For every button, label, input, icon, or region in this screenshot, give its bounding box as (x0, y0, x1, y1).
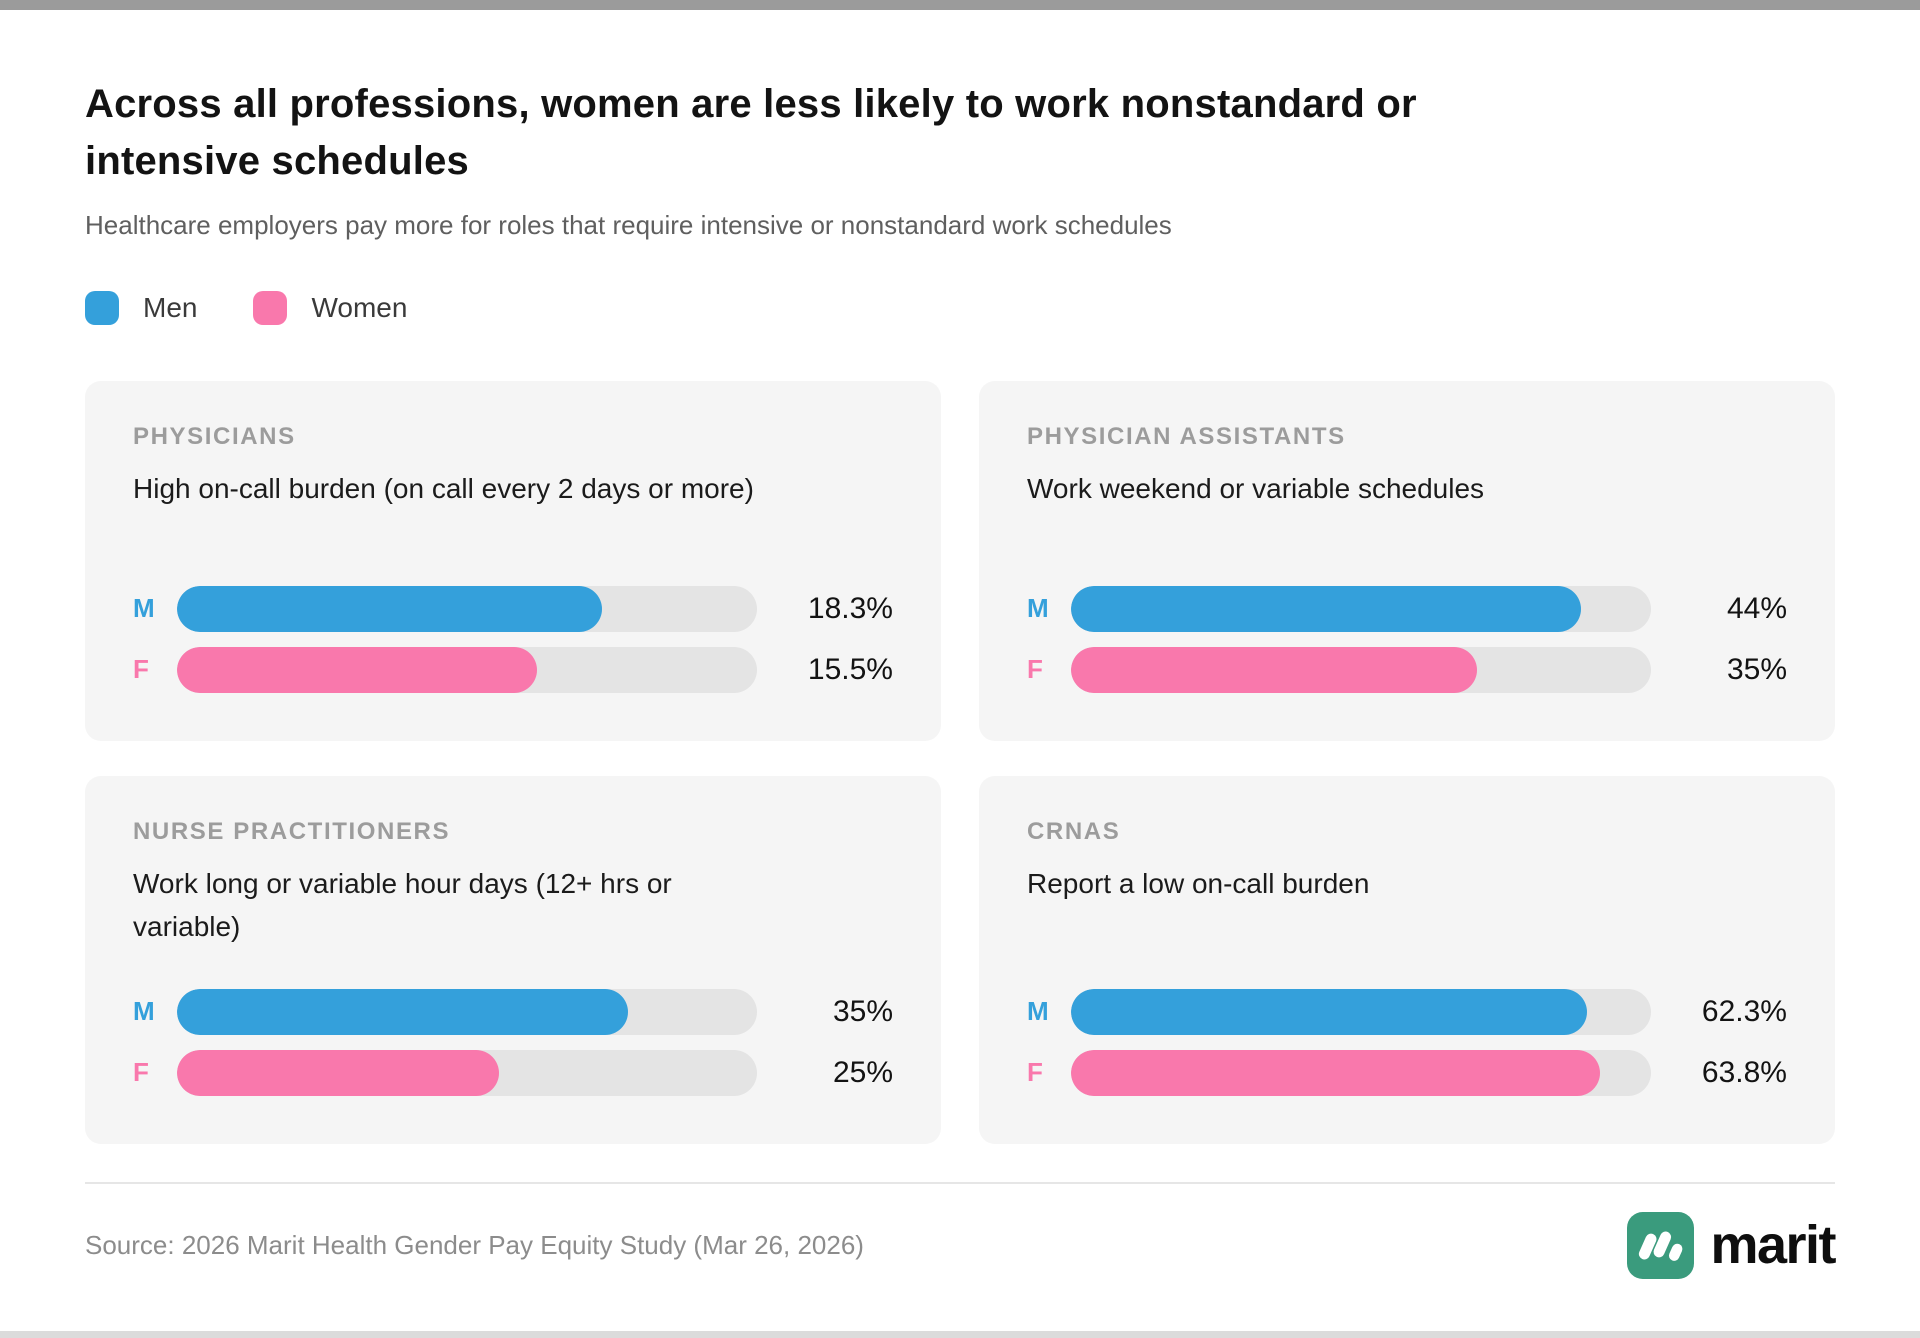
bar-value-women: 15.5% (807, 652, 893, 686)
bar-value-men: 18.3% (807, 591, 893, 625)
bar-track (177, 1049, 757, 1096)
panel-nurse-practitioners: NURSE PRACTITIONERS Work long or variabl… (85, 775, 941, 1144)
legend-item-women: Women (253, 290, 408, 325)
brand-lockup: marit (1627, 1211, 1836, 1279)
panel-metric-title: Work weekend or variable schedules (1027, 472, 1485, 504)
bar-label-women: F (133, 1057, 149, 1088)
footer: Source: 2026 Marit Health Gender Pay Equ… (85, 1211, 1836, 1279)
bar-value-men: 62.3% (1701, 994, 1787, 1028)
bar-group: M 62.3% F 63.8% (1027, 988, 1787, 1096)
page-title: Across all professions, women are less l… (85, 82, 1417, 183)
page-subtitle: Healthcare employers pay more for roles … (85, 209, 1172, 240)
brand-wordmark: marit (1710, 1215, 1836, 1276)
panel-kicker: CRNAS (1027, 817, 1121, 845)
bar-value-women: 35% (1726, 652, 1787, 686)
bar-value-men: 44% (1726, 591, 1787, 625)
bar-label-men: M (1027, 996, 1049, 1027)
bar-row-men: M 18.3% (133, 585, 893, 632)
bar-track (177, 585, 757, 632)
bar-row-women: F 35% (1027, 646, 1787, 693)
panel-metric-title: Report a low on-call burden (1027, 867, 1370, 899)
panel-grid: PHYSICIANS High on-call burden (on call … (85, 380, 1835, 1144)
bar-group: M 18.3% F 15.5% (133, 585, 893, 693)
bar-value-women: 63.8% (1701, 1055, 1787, 1089)
legend: Men Women (85, 290, 1835, 325)
bar-row-women: F 63.8% (1027, 1049, 1787, 1096)
bar-track (1071, 988, 1651, 1035)
source-note: Source: 2026 Marit Health Gender Pay Equ… (85, 1229, 864, 1260)
legend-label-women: Women (311, 291, 408, 323)
bar-label-men: M (133, 996, 155, 1027)
bar-track (1071, 1049, 1651, 1096)
bar-row-women: F 15.5% (133, 646, 893, 693)
bar-row-men: M 35% (133, 988, 893, 1035)
bar-value-men: 35% (832, 994, 893, 1028)
panel-crnas: CRNAS Report a low on-call burden M 62.3… (979, 775, 1835, 1144)
bar-label-women: F (1027, 1057, 1043, 1088)
panel-metric-title: Work long or variable hour days (12+ hrs… (133, 867, 672, 942)
panel-physician-assistants: PHYSICIAN ASSISTANTS Work weekend or var… (979, 380, 1835, 741)
bar-track (1071, 646, 1651, 693)
bar-group: M 35% F 25% (133, 988, 893, 1096)
bar-value-women: 25% (832, 1055, 893, 1089)
bar-label-women: F (1027, 654, 1043, 685)
men-color-swatch (85, 290, 119, 325)
bar-fill-women (1071, 646, 1477, 693)
bar-label-men: M (1027, 593, 1049, 624)
panel-kicker: PHYSICIAN ASSISTANTS (1027, 422, 1346, 450)
panel-kicker: NURSE PRACTITIONERS (133, 817, 451, 845)
bar-track (1071, 585, 1651, 632)
panel-physicians: PHYSICIANS High on-call burden (on call … (85, 380, 941, 741)
bar-track (177, 988, 757, 1035)
bar-fill-women (177, 1049, 500, 1096)
panel-kicker: PHYSICIANS (133, 422, 296, 450)
footer-divider (85, 1181, 1835, 1184)
bar-fill-men (177, 585, 602, 632)
marit-logo-icon (1627, 1211, 1695, 1279)
bar-row-men: M 62.3% (1027, 988, 1787, 1035)
top-window-bar (0, 0, 1920, 10)
panel-metric-title: High on-call burden (on call every 2 day… (133, 472, 754, 504)
legend-label-men: Men (143, 291, 198, 323)
bar-fill-men (1071, 988, 1588, 1035)
women-color-swatch (253, 290, 288, 325)
bar-group: M 44% F 35% (1027, 585, 1787, 693)
bar-fill-men (177, 988, 629, 1035)
infographic: Across all professions, women are less l… (0, 76, 1920, 1279)
bar-fill-women (1071, 1049, 1600, 1096)
bar-row-men: M 44% (1027, 585, 1787, 632)
bar-fill-men (1071, 585, 1582, 632)
bar-label-women: F (133, 654, 149, 685)
legend-item-men: Men (85, 290, 198, 325)
bar-fill-women (177, 646, 537, 693)
bar-track (177, 646, 757, 693)
bar-row-women: F 25% (133, 1049, 893, 1096)
bar-label-men: M (133, 593, 155, 624)
bottom-page-edge (0, 1331, 1920, 1338)
